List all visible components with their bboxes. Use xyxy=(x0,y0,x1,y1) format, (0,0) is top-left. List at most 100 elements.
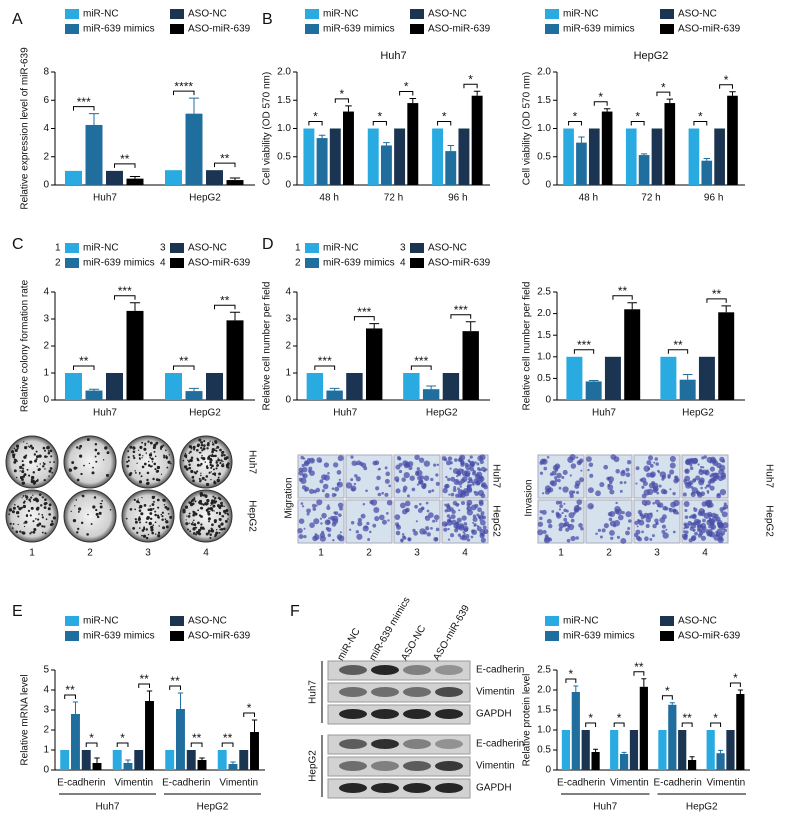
colony xyxy=(156,469,160,473)
cell xyxy=(554,468,559,472)
cell xyxy=(648,482,655,489)
cell xyxy=(672,509,677,513)
colony xyxy=(182,510,186,514)
error-bar xyxy=(329,387,340,391)
cell xyxy=(635,482,638,485)
cell xyxy=(621,469,626,474)
cell xyxy=(606,476,611,481)
significance-label: * xyxy=(573,110,578,124)
colony xyxy=(211,509,214,512)
colony xyxy=(37,518,40,521)
column-label: 1 xyxy=(558,548,564,559)
cell xyxy=(700,465,703,469)
bar xyxy=(678,730,687,770)
cell xyxy=(469,461,475,467)
bar xyxy=(217,750,227,770)
significance-bracket xyxy=(308,121,323,126)
colony xyxy=(200,526,202,528)
colony xyxy=(95,508,98,512)
legend-label: miR-639 mimics xyxy=(323,258,395,269)
cell xyxy=(641,493,647,499)
cell xyxy=(689,526,694,531)
cell xyxy=(480,466,486,472)
colony xyxy=(49,461,51,464)
colony xyxy=(29,514,32,517)
cell xyxy=(395,530,401,536)
cell xyxy=(414,454,420,461)
colony xyxy=(209,461,212,464)
legend-label: ASO-miR-639 xyxy=(678,24,741,35)
legend-swatch xyxy=(545,24,559,34)
bar xyxy=(701,160,713,185)
cell xyxy=(464,470,471,477)
cell xyxy=(589,473,594,478)
cell xyxy=(558,508,562,511)
colony xyxy=(77,527,80,531)
blot-band xyxy=(403,783,431,793)
colony xyxy=(205,482,210,487)
cell xyxy=(610,536,614,540)
bar xyxy=(85,124,103,185)
colony xyxy=(151,457,154,461)
colony xyxy=(138,527,141,529)
cell xyxy=(566,538,571,543)
colony xyxy=(41,513,44,516)
significance-label: *** xyxy=(77,95,91,109)
cell xyxy=(311,459,314,462)
colony xyxy=(213,499,216,501)
cell xyxy=(683,501,690,507)
cell xyxy=(625,467,630,472)
cell xyxy=(399,502,406,509)
colony xyxy=(32,494,34,496)
cell xyxy=(708,504,712,508)
cell xyxy=(426,532,431,537)
cell xyxy=(625,472,631,478)
colony xyxy=(193,519,195,521)
y-tick-label: 1 xyxy=(285,368,291,379)
significance-label: *** xyxy=(454,303,468,317)
colony xyxy=(129,445,133,449)
cell xyxy=(548,523,553,529)
colony xyxy=(166,466,169,469)
cell xyxy=(442,487,448,494)
y-tick-label: 2 xyxy=(43,151,49,162)
significance-bracket xyxy=(706,298,727,303)
cell xyxy=(539,471,544,475)
significance-bracket xyxy=(565,678,577,683)
significance-label: * xyxy=(617,711,622,725)
y-tick-label: 2 xyxy=(43,725,49,736)
cell xyxy=(398,469,403,474)
error-bar xyxy=(703,157,710,161)
colony xyxy=(15,444,20,448)
cell xyxy=(308,488,315,494)
colony xyxy=(218,472,222,476)
cell xyxy=(401,533,405,536)
cell xyxy=(457,503,460,506)
cell xyxy=(708,517,712,520)
colony xyxy=(17,523,19,526)
cell xyxy=(576,490,580,495)
cell xyxy=(720,474,726,480)
colony xyxy=(8,508,13,512)
cell xyxy=(698,529,702,533)
significance-label: *** xyxy=(414,354,428,368)
colony xyxy=(132,527,136,530)
legend-label: miR-639 mimics xyxy=(563,24,635,35)
cell xyxy=(328,517,331,520)
cell xyxy=(357,521,363,527)
colony xyxy=(167,460,171,464)
error-bar xyxy=(640,153,648,156)
cell xyxy=(702,518,706,523)
cell xyxy=(546,518,552,524)
cell xyxy=(401,477,406,482)
colony xyxy=(195,533,198,536)
cell xyxy=(458,509,461,512)
significance-bracket xyxy=(710,722,722,727)
colony xyxy=(165,457,168,460)
colony xyxy=(157,506,160,509)
cell xyxy=(693,507,698,513)
blot-strip xyxy=(327,734,471,755)
legend-label: miR-NC xyxy=(83,616,119,627)
cell xyxy=(667,473,671,478)
significance-label: * xyxy=(635,110,640,124)
